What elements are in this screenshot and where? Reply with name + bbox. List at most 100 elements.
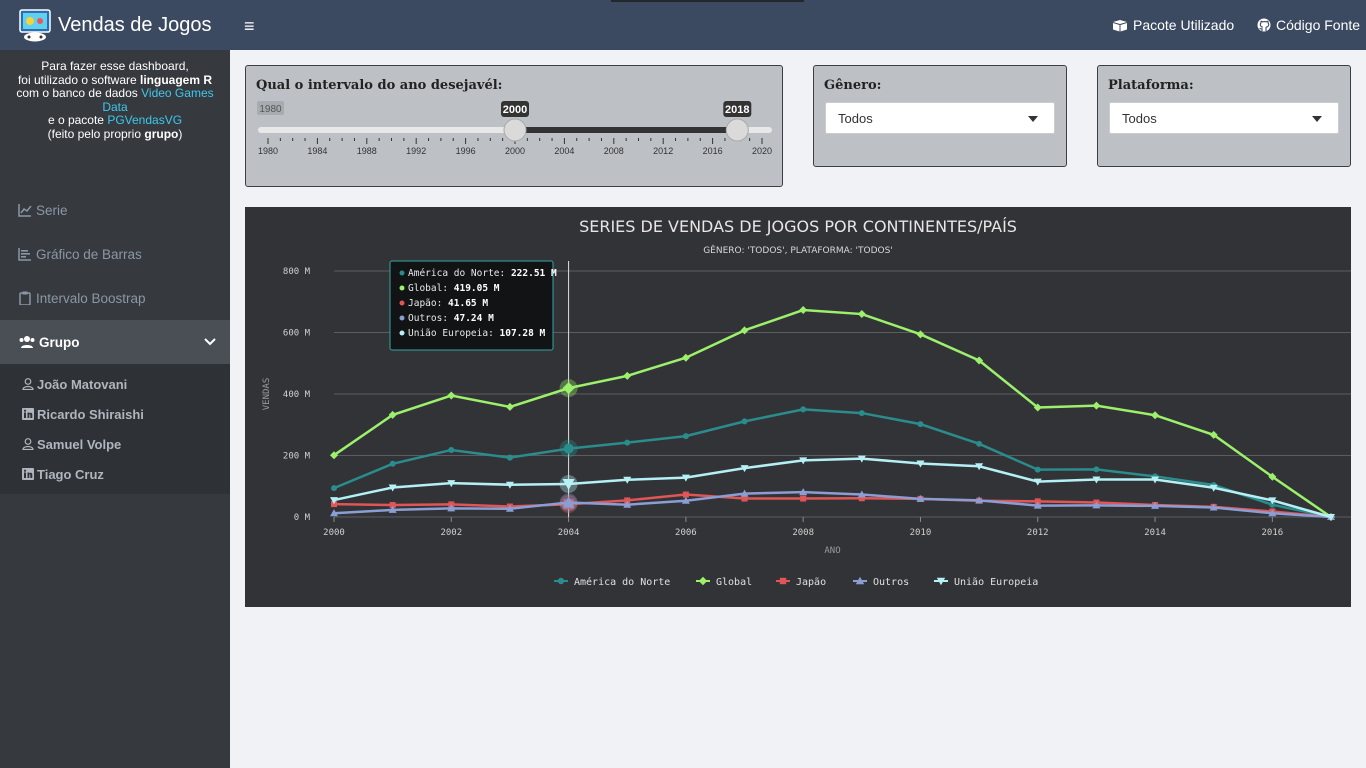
series-Outros[interactable]: [330, 488, 1335, 520]
slider-tick-label: 2016: [703, 146, 723, 156]
slider-to-badge: [723, 101, 752, 117]
sidebar: Vendas de Jogos Para fazer esse dashboar…: [0, 0, 230, 768]
y-tick-label: 800 M: [283, 267, 311, 277]
intro-software: linguagem R: [140, 72, 213, 87]
tooltip-swatch: [399, 315, 405, 321]
member-joao-matovani[interactable]: João Matovani: [0, 369, 230, 399]
caret-down-icon: [1028, 116, 1038, 122]
legend-label: Japão: [796, 577, 826, 588]
legend-label: América do Norte: [574, 576, 670, 588]
data-point: [917, 421, 924, 428]
slider-from-handle[interactable]: [503, 118, 527, 142]
series-line: [333, 308, 1332, 519]
data-point: [623, 500, 632, 508]
data-point: [330, 451, 338, 460]
slider-tick-label: 1988: [357, 146, 377, 156]
data-point: [1268, 509, 1277, 517]
menu-item-grafico-barras[interactable]: Gráfico de Barras: [0, 232, 230, 276]
box-icon: [1113, 19, 1127, 31]
legend-item[interactable]: Outros: [853, 576, 909, 588]
legend-item[interactable]: Global: [696, 576, 752, 588]
platform-label: Plataforma:: [1108, 78, 1194, 93]
chevron-down-icon[interactable]: [204, 338, 216, 346]
member-samuel-volpe[interactable]: Samuel Volpe: [0, 429, 230, 459]
sidebar-toggle-icon[interactable]: ≡: [244, 16, 255, 36]
slider-to-handle[interactable]: [725, 118, 749, 142]
legend-item[interactable]: Japão: [776, 577, 826, 588]
data-point: [505, 481, 514, 489]
legend-item[interactable]: União Europeia: [934, 577, 1038, 588]
app-title: Vendas de Jogos: [58, 13, 212, 36]
slider-tick-label: 1980: [258, 146, 278, 156]
menu-item-grupo[interactable]: Grupo: [0, 320, 230, 364]
member-tiago-cruz[interactable]: Tiago Cruz: [0, 459, 230, 489]
data-point: [506, 454, 513, 461]
package-used-link[interactable]: Pacote Utilizado: [1112, 17, 1234, 33]
data-point: [1034, 498, 1041, 505]
year-range-slider[interactable]: 1980 1980 1984 1988 1992 1996 2000 2004 2008 2012…: [246, 92, 782, 187]
data-point: [858, 410, 865, 417]
logo[interactable]: Vendas de Jogos: [0, 0, 230, 50]
data-point: [681, 474, 690, 482]
source-code-link[interactable]: Código Fonte: [1257, 17, 1360, 33]
data-point: [623, 476, 632, 484]
member-label: Samuel Volpe: [37, 436, 122, 452]
x-tick-label: 2004: [558, 528, 580, 538]
slider-from-badge: [501, 101, 529, 117]
data-point: [1092, 401, 1101, 410]
series-line: [333, 490, 1332, 519]
x-tick-label: 2002: [440, 528, 462, 538]
chart-subtitle: GÊNERO: 'TODOS', PLATAFORMA: 'TODOS': [703, 244, 893, 256]
series-line: [333, 457, 1332, 519]
data-point: [1268, 497, 1277, 505]
intro-line-2: foi utilizado o software: [17, 72, 141, 87]
slider-tick-label: 2020: [752, 146, 772, 156]
data-point: [505, 402, 514, 411]
intro-text: Para fazer esse dashboard, foi utilizado…: [0, 50, 230, 188]
slider-selected-range: [515, 127, 738, 133]
menu-item-serie[interactable]: Serie: [0, 188, 230, 232]
data-point: [858, 495, 865, 502]
github-icon: [1257, 18, 1271, 32]
genre-panel: Gênero: Todos: [813, 65, 1067, 167]
menu-item-intervalo-boostrap[interactable]: Intervalo Boostrap: [0, 276, 230, 320]
chart-tooltip: América do Norte: 222.51 M Global: 419.05…: [389, 260, 557, 351]
bar-chart-icon: [18, 248, 31, 261]
platform-select[interactable]: Todos: [1109, 102, 1339, 134]
intro-group: grupo: [144, 126, 179, 141]
dataset-link[interactable]: Video Games Data: [102, 86, 214, 114]
slider-min-badge: [257, 101, 284, 115]
series-União Europeia[interactable]: [330, 455, 1335, 521]
data-point: [1327, 514, 1335, 521]
data-point: [1209, 503, 1218, 511]
data-point: [330, 509, 338, 517]
tooltip-row: Outros: 47.24 M: [408, 313, 494, 324]
slider-tick-label: 2004: [554, 146, 574, 156]
intro-line-5: (feito pelo proprio: [47, 126, 145, 141]
data-point: [388, 484, 397, 492]
data-point: [623, 371, 632, 380]
package-link[interactable]: PGVendasVG: [107, 113, 183, 127]
chart-legend: América do Norte Global Japão Outros União E…: [554, 576, 1038, 588]
series-Global[interactable]: [330, 306, 1335, 521]
data-point: [1033, 478, 1042, 486]
data-point: [1033, 501, 1042, 509]
legend-item[interactable]: América do Norte: [554, 576, 670, 588]
linkedin-icon: [22, 408, 34, 420]
member-label: João Matovani: [37, 376, 128, 392]
user-icon: [22, 438, 34, 450]
top-navbar: ≡ Pacote Utilizado Código Fonte: [230, 0, 1366, 50]
data-point: [681, 353, 690, 362]
data-point: [330, 497, 338, 505]
y-tick-label: 400 M: [283, 390, 311, 400]
genre-select[interactable]: Todos: [825, 102, 1055, 134]
member-ricardo-shiraishi[interactable]: Ricardo Shiraishi: [0, 399, 230, 429]
tooltip-series-value: 222.51 M: [511, 268, 557, 279]
data-point: [916, 494, 925, 502]
data-point: [1093, 466, 1100, 473]
group-submenu: João Matovani Ricardo Shiraishi Samuel V…: [0, 364, 230, 494]
tooltip-series-name: Japão:: [408, 298, 448, 309]
series-América do Norte[interactable]: [331, 406, 1334, 520]
sales-series-chart[interactable]: SERIES DE VENDAS DE JOGOS POR CONTINENTE…: [245, 207, 1351, 607]
genre-selected-value: Todos: [838, 111, 873, 126]
